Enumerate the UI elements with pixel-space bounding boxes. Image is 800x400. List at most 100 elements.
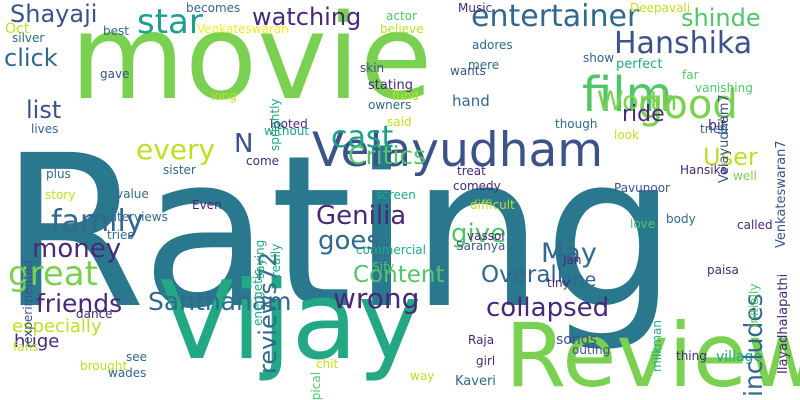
word-sister: sister [163, 163, 196, 177]
word-milkman: milkman [650, 320, 664, 372]
word-jan: Jan [563, 253, 582, 267]
word-good: good [638, 82, 738, 128]
word-star: star [137, 2, 203, 42]
word-give: give [451, 219, 507, 249]
word-review: Review [505, 304, 800, 400]
word-far: far [682, 68, 699, 82]
word-thing: thing [676, 349, 707, 363]
word-velayudham: Velayudham [312, 123, 604, 178]
word-goes: goes [318, 226, 380, 256]
word-love: love [630, 217, 656, 231]
word-vanishing: vanishing [695, 81, 753, 95]
word-believe: believe [380, 22, 424, 36]
word-wants: wants [450, 64, 486, 78]
word-friends: friends [36, 289, 123, 318]
word-show: show [583, 51, 615, 65]
word-hansika: Hansika [680, 163, 728, 177]
word-initially: initially [747, 284, 761, 328]
word-typical: typical [309, 372, 323, 400]
word-family: family [51, 204, 144, 239]
word-even: Even [192, 198, 222, 212]
word-oct: Oct [5, 21, 30, 37]
word-adores: adores [472, 38, 513, 52]
word-lives: lives [31, 122, 59, 136]
word-plus: plus [46, 167, 71, 181]
word-body: body [666, 212, 696, 226]
word-kaveri: Kaveri [455, 374, 496, 389]
word-comedy: comedy [453, 179, 501, 193]
word-see: see [126, 350, 148, 364]
word-overall: Overall [481, 262, 564, 288]
word-venkateswaran7: Venkateswaran7 [774, 140, 789, 248]
word-n: N [234, 129, 254, 159]
word-santhanam: Santhanam [148, 287, 292, 316]
word-mere: mere [468, 58, 500, 72]
word-movie: movie [70, 0, 433, 126]
word-saying: saying [253, 240, 267, 280]
word-fund: fund [392, 89, 420, 103]
word-treat: treat [457, 164, 486, 178]
word-dance: dance [76, 307, 113, 321]
word-tries: tries [107, 228, 134, 242]
word-rating: Rating [0, 110, 678, 355]
word-commercial: commercial [356, 243, 426, 257]
word-best: best [103, 24, 129, 38]
word-way: way [410, 369, 435, 383]
word-screen: screen [376, 188, 416, 202]
word-film: film [582, 67, 673, 123]
word-entertainer: entertainer [471, 0, 640, 34]
word-venkateswaran: Venkateswaran [197, 22, 289, 36]
word-one: one [561, 269, 597, 291]
word-especially: especially [12, 316, 102, 337]
word-user: User [703, 143, 758, 171]
word-tried: tried [700, 122, 728, 136]
word-paisa: paisa [707, 263, 739, 277]
word-look: look [614, 128, 639, 142]
word-actor: actor [386, 9, 417, 23]
word-brought: brought [80, 359, 128, 373]
word-really: really [269, 244, 283, 278]
word-genilia: Genilia [316, 201, 407, 231]
word-well: well [733, 169, 757, 183]
word-long: long [211, 89, 237, 103]
word-sify: Sify [372, 260, 395, 274]
word-great: great [8, 254, 98, 294]
word-worth: Worth [597, 86, 678, 117]
word-outing: outing [572, 343, 611, 357]
word-huge: huge [14, 331, 60, 352]
word-wrong: wrong [333, 282, 420, 315]
word-deepavali: Deepavali [630, 1, 691, 15]
word-money: money [32, 234, 122, 264]
word-collapsed: collapsed [486, 293, 610, 323]
word-vassol: vassol [467, 229, 505, 243]
word-cast: cast [331, 120, 394, 155]
word-bit: bit [708, 118, 727, 134]
word-vijay: Vijay [160, 259, 422, 384]
word-shinde: shinde [681, 4, 761, 32]
word-looted: looted [270, 117, 308, 131]
word-chit: chit [316, 357, 339, 371]
word-without: without [264, 124, 310, 138]
word-come: come [246, 154, 280, 168]
word-difficult: difficult [470, 198, 515, 212]
word-story: story [45, 188, 76, 202]
word-critics: Critics [348, 141, 427, 170]
word-perfect: perfect [616, 57, 663, 72]
word-stating: stating [368, 78, 414, 93]
word-called: called [737, 218, 773, 232]
word-saranya: Saranya [456, 239, 506, 253]
word-gave: gave [100, 67, 130, 81]
word-hand: hand [452, 92, 490, 110]
word-every: every [136, 133, 216, 166]
word-songs: songs [556, 332, 597, 348]
word-wades: wades [108, 366, 147, 380]
word-silver: silver [12, 31, 45, 45]
word-value: value [116, 187, 149, 201]
word-click: click [4, 44, 58, 72]
word-owners: owners [368, 98, 412, 112]
word-experimented: experimented [21, 260, 35, 344]
word-watching: watching [252, 3, 362, 31]
word-village: village [716, 349, 763, 365]
word-said: said [387, 115, 412, 129]
word-may: May [541, 238, 597, 269]
